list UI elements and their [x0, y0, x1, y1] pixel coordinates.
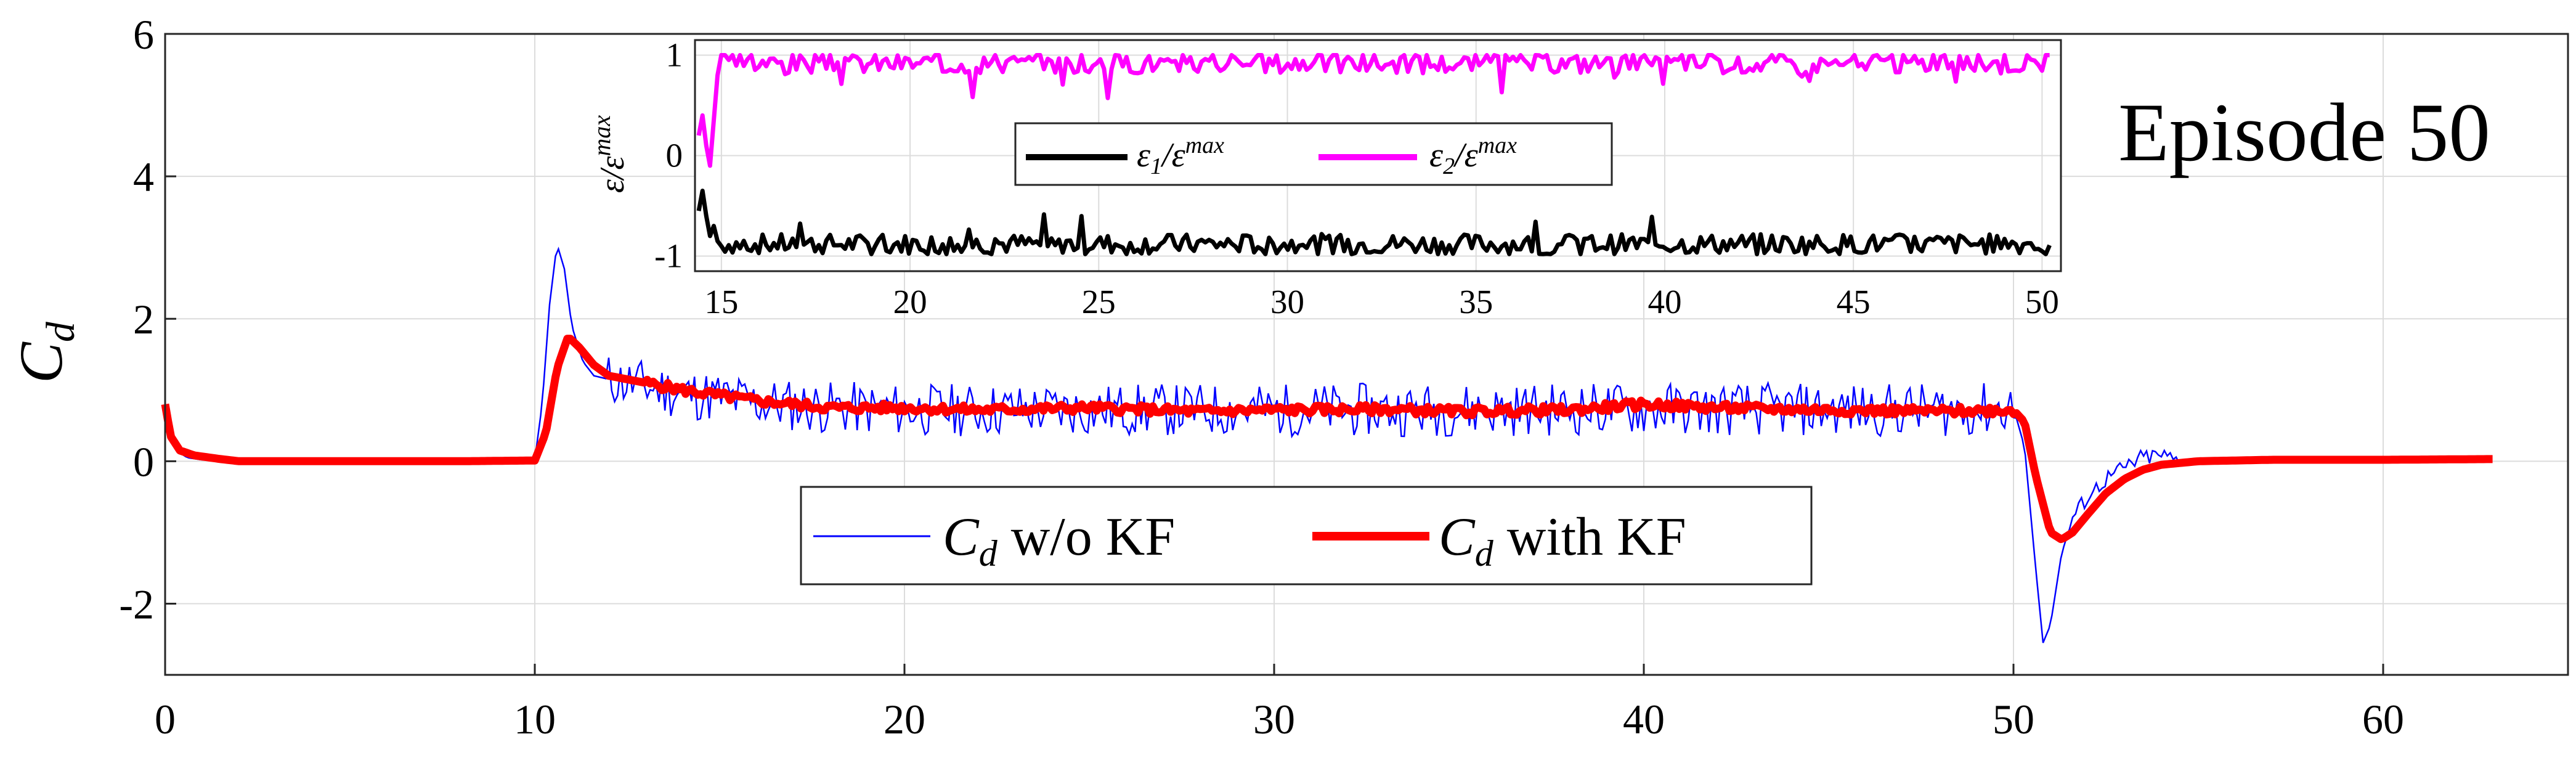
main-series-group: [161, 247, 2494, 643]
eps1-mid: /ε: [1160, 136, 1186, 174]
main-x-tick-label: 30: [1253, 696, 1295, 743]
inset-x-tick-label: 35: [1459, 283, 1493, 320]
main-x-tick-label: 0: [155, 696, 176, 743]
inset-series-line-1: [696, 189, 2052, 256]
inset-x-tick-label: 50: [2025, 283, 2059, 320]
legend1-rest: w/o KF: [997, 507, 1176, 567]
inset-x-ticks: 15 20 25 30 35 40 45 50: [704, 283, 2059, 320]
svg-text:ε/εmax: ε/εmax: [588, 115, 632, 194]
inset-ylabel-sup: max: [588, 115, 616, 157]
main-x-tick-label: 60: [2362, 696, 2404, 743]
main-plot-border: [164, 33, 2569, 676]
legend-entry-eps2: ε2/εmax: [1429, 133, 1517, 179]
inset-x-tick-label: 20: [893, 283, 927, 320]
inset-y-ticks: -1 0 1: [654, 36, 683, 274]
main-x-tick-label: 20: [884, 696, 925, 743]
main-y-axis-label: Cd: [7, 321, 83, 383]
inset-x-tick-label: 25: [1082, 283, 1116, 320]
eps1-sub: 1: [1150, 153, 1162, 179]
chart-title: Episode 50: [2118, 87, 2490, 179]
inset-y-tick-label: -1: [654, 237, 683, 275]
main-x-tick-label: 10: [514, 696, 556, 743]
svg-text:Cd: Cd: [7, 321, 83, 383]
inset-chart: 15 20 25 30 35 40 45 50 -101 ε/εmax ε1/εmax ε2/…: [588, 36, 2062, 320]
main-x-tick-label: 50: [1993, 696, 2034, 743]
inset-x-tick-label: 15: [704, 283, 738, 320]
inset-x-tick-label: 45: [1837, 283, 1871, 320]
inset-plot-border: [694, 39, 2062, 272]
main-y-ticks: -2 0 2 4 6: [119, 11, 176, 627]
legend2-main: C: [1439, 507, 1476, 567]
inset-y-tick-label: 0: [666, 137, 683, 174]
y-label-main: C: [7, 341, 75, 383]
legend-entry-eps1: ε1/εmax: [1137, 133, 1224, 179]
eps2-mid: /ε: [1453, 136, 1479, 174]
eps2-main: ε: [1429, 136, 1444, 174]
inset-series-group: [696, 53, 2052, 256]
inset-y-axis-label: ε/εmax: [588, 115, 632, 194]
main-x-tick-label: 40: [1623, 696, 1665, 743]
inset-series-line-2: [696, 53, 2050, 168]
inset-legend: ε1/εmax ε2/εmax: [1014, 122, 1613, 186]
main-legend-box: [800, 486, 1813, 586]
legend-entry-cd-with-kf: Cd with KF: [1439, 507, 1686, 574]
eps2-sup: max: [1478, 133, 1517, 158]
legend1-sub: d: [979, 533, 998, 574]
main-y-tick-label: 0: [133, 438, 154, 485]
main-y-tick-label: 6: [133, 11, 154, 58]
inset-y-tick-label: 1: [666, 36, 683, 73]
y-label-sub: d: [38, 321, 83, 342]
inset-x-tick-label: 40: [1648, 283, 1681, 320]
eps2-sub: 2: [1443, 153, 1455, 179]
main-x-ticks: 0 10 20 30 40 50 60: [155, 664, 2404, 743]
legend2-sub: d: [1475, 533, 1494, 574]
main-y-tick-label: -2: [119, 581, 154, 627]
main-y-tick-label: 2: [133, 296, 154, 343]
legend2-rest: with KF: [1493, 507, 1686, 567]
main-legend: Cd w/o KF Cd with KF: [800, 486, 1813, 586]
legend-entry-cd-without-kf: Cd w/o KF: [943, 507, 1175, 574]
legend1-main: C: [943, 507, 980, 567]
eps1-sup: max: [1185, 133, 1224, 158]
inset-x-tick-label: 30: [1270, 283, 1304, 320]
series-line-cd-with-kf: [161, 335, 2494, 544]
eps1-main: ε: [1137, 136, 1151, 174]
inset-ylabel-main: ε/ε: [593, 156, 632, 194]
main-y-tick-label: 4: [133, 153, 154, 200]
